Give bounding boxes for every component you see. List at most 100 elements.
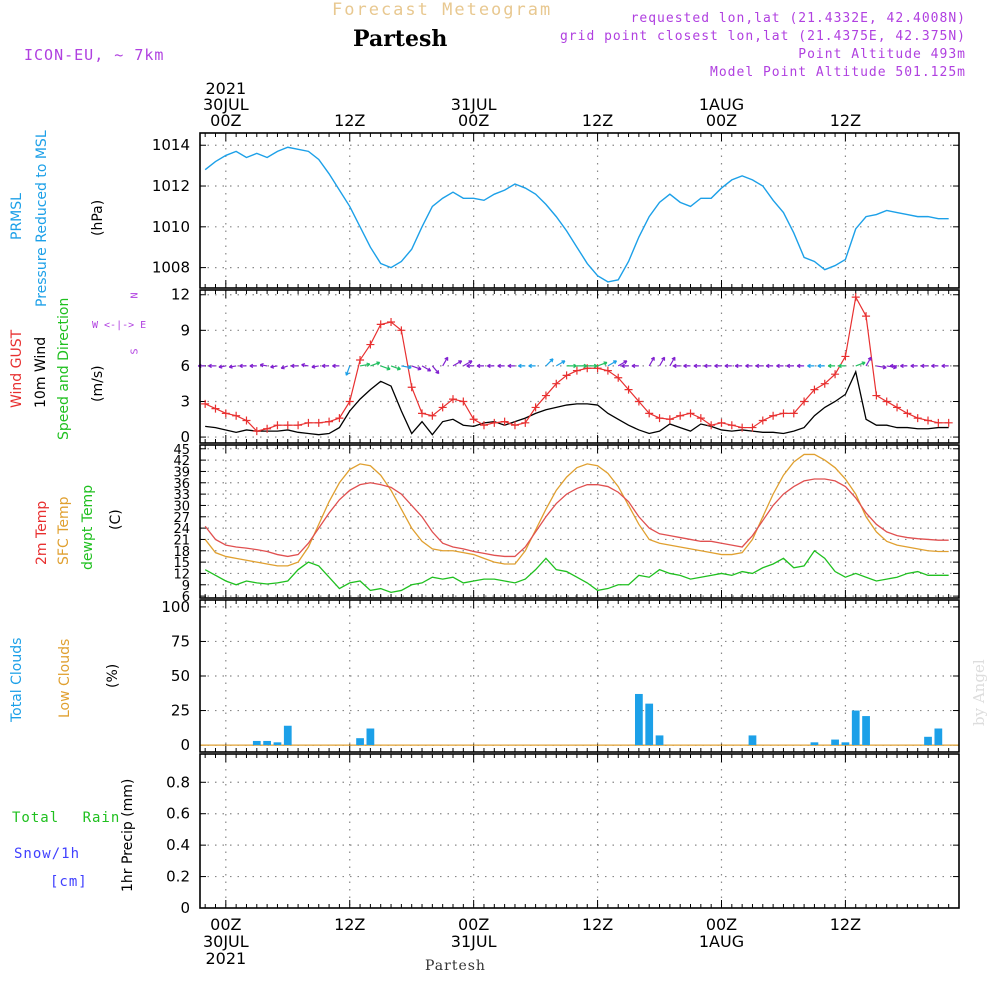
wind-arrow [659,356,666,367]
gust-marker [273,421,282,430]
bottom-time-label: 00Z [210,915,241,934]
wind-arrow [301,363,309,368]
gust-marker [490,418,499,427]
gust-marker [221,409,230,418]
gust-marker [655,414,664,423]
y-tick-label: 1010 [152,218,190,236]
gust-marker [479,421,488,430]
gust-marker [624,385,633,394]
wind-arrow [390,365,401,371]
cloud-bar [655,735,664,746]
wind-arrow [497,363,505,369]
wind-arrow [239,363,247,369]
bottom-time-label: 00Z [458,915,489,934]
gridpoint-coords: grid point closest lon,lat (21.4375E, 42… [559,29,966,44]
gust-marker [211,404,220,413]
y-tick-label: 45 [173,443,190,458]
gust-marker [769,411,778,420]
cloud-bar [645,703,654,746]
wind-arrow [431,365,440,375]
wind-arrow [617,360,628,367]
y-tick-label: 33 [173,488,190,503]
bottom-time-label: 12Z [830,915,861,934]
gust-marker [707,421,716,430]
wind-arrow [332,363,340,369]
cloud-bar [273,742,282,746]
cloud-bar [748,735,757,746]
wind-arrow [476,363,484,369]
wind-arrow [931,363,939,369]
gust-marker [449,395,457,404]
y-tick-label: 0 [180,899,190,917]
wind-arrow [259,363,268,368]
gust-marker [510,421,519,430]
wind-arrow [528,363,536,369]
top-time-label: 31JUL [451,95,497,114]
cloud-bar [283,725,292,746]
wind-arrow [724,363,732,369]
gust-marker [252,427,261,436]
panel-4 [199,599,960,753]
cloud-bar [810,742,819,746]
wind-arrow [290,363,299,369]
panel-frame [199,444,960,599]
requested-coords: requested lon,lat (21.4332E, 42.4008N) [630,11,966,26]
y-tick-label: 6 [182,590,190,605]
cloud-bar [841,742,850,746]
bottom-time-label: 00Z [706,915,737,934]
wind-arrow [672,363,681,369]
wind-arrow [607,360,618,367]
wind-arrow [380,365,391,371]
panel-1 [199,132,960,289]
panel-frame [199,289,960,444]
y-tick-label: 18 [173,545,190,560]
wind-arrow [401,364,412,370]
wind-arrow [669,356,676,367]
gust-marker [376,320,385,329]
y-tick-label: 1008 [152,259,190,277]
gust-marker [387,318,396,327]
y-tick-label: 0 [180,428,190,446]
top-time-label: 2021 [205,79,246,98]
wind-speed-line [205,369,949,436]
top-time-label: 00Z [210,111,241,130]
wind-arrow [249,363,257,369]
gust-marker [469,415,478,424]
gust-marker [232,411,241,420]
y-tick-label: 24 [173,522,190,537]
cloud-bar [252,740,261,746]
gust-marker [748,423,757,432]
wind-arrow [865,356,872,367]
y-tick-label: 100 [161,598,190,616]
wind-arrow [734,363,743,369]
top-time-label: 12Z [334,111,365,130]
top-time-label: 00Z [458,111,489,130]
gust-marker [676,411,685,420]
wind-arrow [218,364,226,369]
wind-arrow [817,363,825,369]
temp2m-line [204,478,949,558]
wind-arrow [765,363,774,369]
footer-location: Partesh [425,958,486,974]
wind-arrow [876,364,887,370]
gust-marker [944,418,953,427]
gust-marker [913,414,922,423]
panel-frame [199,599,960,753]
y-tick-label: 30 [173,499,190,514]
wind-arrow [442,356,449,367]
y-tick-label: 12 [171,286,190,304]
gust-marker [294,421,303,430]
y-tick-label: 42 [173,454,190,469]
wind-arrow [466,363,474,369]
gust-marker [541,391,550,400]
gust-marker [727,421,736,430]
panel-3 [199,444,960,599]
gust-marker [934,418,943,427]
gust-marker [366,340,375,349]
top-time-label: 00Z [706,111,737,130]
gust-marker [841,352,850,361]
bottom-time-label: 30JUL [203,932,249,951]
bottom-time-label: 1AUG [699,932,744,951]
wind-arrow [714,363,722,369]
gust-marker [924,416,933,425]
